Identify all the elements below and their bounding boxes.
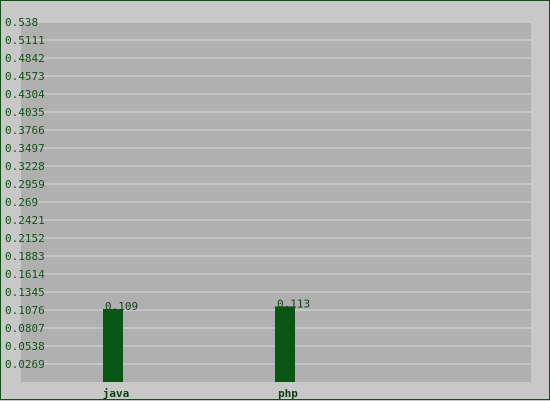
y-tick-label: 0.4842	[5, 52, 45, 65]
bars	[103, 306, 295, 382]
x-tick-label-php: php	[278, 387, 298, 400]
y-tick-label: 0.2421	[5, 214, 45, 227]
y-tick-label: 0.1345	[5, 286, 45, 299]
bar-php	[275, 306, 295, 382]
data-label-php: 0.113	[277, 297, 310, 310]
y-tick-label: 0.5111	[5, 34, 45, 47]
y-tick-label: 0.1614	[5, 268, 45, 281]
y-tick-label: 0.4304	[5, 88, 45, 101]
x-tick-label-java: java	[103, 387, 130, 400]
y-tick-label: 0.269	[5, 196, 38, 209]
y-tick-label: 0.4573	[5, 70, 45, 83]
y-tick-label: 0.3497	[5, 142, 45, 155]
x-axis-labels: java php	[103, 387, 299, 400]
y-tick-label: 0.0807	[5, 322, 45, 335]
y-axis-ticks: 0.0269 0.0538 0.0807 0.1076 0.1345 0.1614 0.18…	[5, 16, 45, 371]
y-tick-label: 0.538	[5, 16, 38, 29]
y-tick-label: 0.2959	[5, 178, 45, 191]
y-tick-label: 0.3766	[5, 124, 45, 137]
y-tick-label: 0.0538	[5, 340, 45, 353]
data-label-java: 0.109	[105, 300, 138, 313]
data-labels: 0.109 0.113	[105, 297, 310, 313]
y-tick-label: 0.0269	[5, 358, 45, 371]
y-tick-label: 0.4035	[5, 106, 45, 119]
y-tick-label: 0.1076	[5, 304, 45, 317]
bar-java	[103, 309, 123, 382]
y-tick-label: 0.1883	[5, 250, 45, 263]
y-tick-label: 0.2152	[5, 232, 45, 245]
y-tick-label: 0.3228	[5, 160, 45, 173]
